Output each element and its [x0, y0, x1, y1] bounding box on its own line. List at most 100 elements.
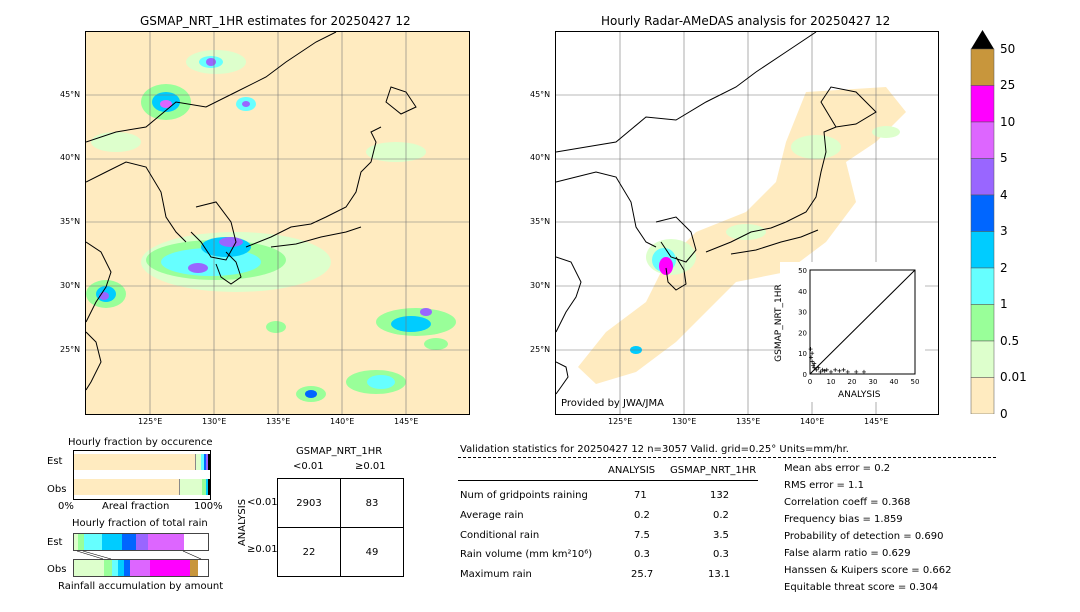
score-line: Hanssen & Kuipers score = 0.662	[784, 565, 952, 576]
left-lat-label: 35°N	[60, 217, 81, 226]
total-rain-chart	[73, 531, 209, 579]
left-lat-label: 25°N	[60, 345, 81, 354]
scatter-x-tick: 50	[911, 378, 920, 386]
scatter-point	[824, 367, 829, 372]
colorbar-swatch	[970, 48, 995, 86]
score-line: Mean abs error = 0.2	[784, 463, 891, 474]
left-lon-label: 130°E	[202, 417, 227, 426]
contingency-row-lt: <0.01	[247, 497, 278, 508]
right-map-title: Hourly Radar-AMeDAS analysis for 2025042…	[601, 14, 891, 28]
stat-label: Average rain	[460, 510, 524, 521]
left-lon-label: 125°E	[138, 417, 163, 426]
right-lat-label: 25°N	[530, 345, 551, 354]
scatter-x-tick: 10	[827, 378, 836, 386]
colorbar-label: 50	[1000, 42, 1016, 56]
left-map-canvas	[86, 32, 469, 414]
scatter-point	[810, 351, 815, 356]
stat-analysis-value: 7.5	[634, 530, 650, 541]
contingency-col-lt: <0.01	[293, 461, 324, 472]
stat-gsmap-value: 3.5	[713, 530, 729, 541]
right-lat-label: 45°N	[530, 90, 551, 99]
right-lon-label: 145°E	[864, 417, 889, 426]
colorbar-swatch	[970, 304, 995, 342]
colorbar-label: 5	[1000, 151, 1008, 165]
total-rain-connectors	[76, 550, 202, 560]
scatter-inset: 0 0 10 10 20 20 30 30 40 40 50 50	[780, 262, 925, 402]
total-rain-row-est: Est	[47, 537, 63, 548]
scatter-y-tick: 10	[798, 350, 807, 358]
scatter-ylabel: GSMAP_NRT_1HR	[773, 284, 784, 362]
occurrence-row-est: Est	[47, 456, 63, 467]
stat-label: Num of gridpoints raining	[460, 490, 588, 501]
scatter-y-tick: 50	[798, 267, 807, 275]
stat-gsmap-value: 0.3	[713, 549, 729, 560]
right-lon-label: 130°E	[672, 417, 697, 426]
stat-gsmap-value: 0.2	[713, 510, 729, 521]
left-coastline	[86, 32, 417, 391]
left-lon-label: 145°E	[394, 417, 419, 426]
contingency-cell: 2903	[277, 478, 341, 528]
scatter-diagonal	[809, 269, 916, 375]
score-line: Frequency bias = 1.859	[784, 514, 903, 525]
score-line: Probability of detection = 0.690	[784, 531, 944, 542]
stat-label: Maximum rain	[460, 569, 532, 580]
validation-divider	[458, 457, 996, 458]
scatter-y-tick: 30	[798, 309, 807, 317]
scatter-x-tick: 0	[808, 378, 812, 386]
scatter-point	[818, 369, 823, 374]
score-line: Equitable threat score = 0.304	[784, 582, 939, 593]
scatter-y-tick: 40	[798, 288, 807, 296]
scatter-y-tick: 0	[803, 371, 807, 379]
occurrence-row-obs: Obs	[47, 484, 67, 495]
total-rain-title: Hourly fraction of total rain	[72, 518, 208, 529]
colorbar	[970, 30, 995, 415]
colorbar-svg	[970, 30, 995, 415]
scatter-y-tick: 20	[798, 329, 807, 337]
right-lat-label: 35°N	[530, 217, 551, 226]
right-lon-label: 125°E	[608, 417, 633, 426]
contingency-title: GSMAP_NRT_1HR	[296, 446, 383, 457]
stat-analysis-value: 0.3	[634, 549, 650, 560]
colorbar-swatch	[970, 85, 995, 123]
scatter-x-tick: 40	[890, 378, 899, 386]
scatter-point	[816, 365, 821, 370]
right-lon-label: 135°E	[736, 417, 761, 426]
left-map-title: GSMAP_NRT_1HR estimates for 20250427 12	[140, 14, 411, 28]
total-rain-bar-est	[73, 533, 209, 551]
scatter-point	[837, 368, 842, 373]
scatter-point	[822, 368, 827, 373]
left-rain-patches	[86, 50, 456, 402]
stat-analysis-value: 25.7	[631, 569, 654, 580]
right-lon-label: 140°E	[800, 417, 825, 426]
colorbar-label: 1	[1000, 297, 1008, 311]
colorbar-swatch	[970, 121, 995, 159]
occurrence-bar-obs	[74, 479, 210, 495]
stat-analysis-value: 71	[634, 490, 647, 501]
scatter-x-tick: 30	[869, 378, 878, 386]
score-line: Correlation coeff = 0.368	[784, 497, 911, 508]
total-rain-row-obs: Obs	[47, 564, 67, 575]
left-lat-label: 45°N	[60, 90, 81, 99]
left-lat-label: 30°N	[60, 281, 81, 290]
scatter-point	[854, 369, 859, 374]
scatter-point	[861, 369, 866, 374]
contingency-cell: 49	[340, 527, 404, 577]
contingency-table: 2903 83 22 49	[277, 478, 404, 577]
score-line: RMS error = 1.1	[784, 480, 864, 491]
validation-col-analysis: ANALYSIS	[608, 465, 656, 476]
occurrence-axis-right: 100%	[194, 501, 223, 512]
validation-header: Validation statistics for 20250427 12 n=…	[460, 444, 849, 455]
stat-label: Rain volume (mm km²10⁶)	[460, 549, 593, 560]
score-line: False alarm ratio = 0.629	[784, 548, 911, 559]
scatter-point	[814, 367, 819, 372]
contingency-row-ge: ≥0.01	[247, 544, 278, 555]
scatter-x-tick: 20	[848, 378, 857, 386]
colorbar-label: 0.5	[1000, 334, 1020, 348]
data-credit: Provided by JWA/JMA	[561, 398, 664, 409]
occurrence-chart	[73, 450, 211, 500]
right-lat-label: 30°N	[530, 281, 551, 290]
total-rain-xlabel: Rainfall accumulation by amount	[58, 581, 224, 592]
colorbar-label: 4	[1000, 188, 1008, 202]
scatter-point	[809, 355, 814, 360]
colorbar-extend-triangle	[971, 30, 994, 49]
